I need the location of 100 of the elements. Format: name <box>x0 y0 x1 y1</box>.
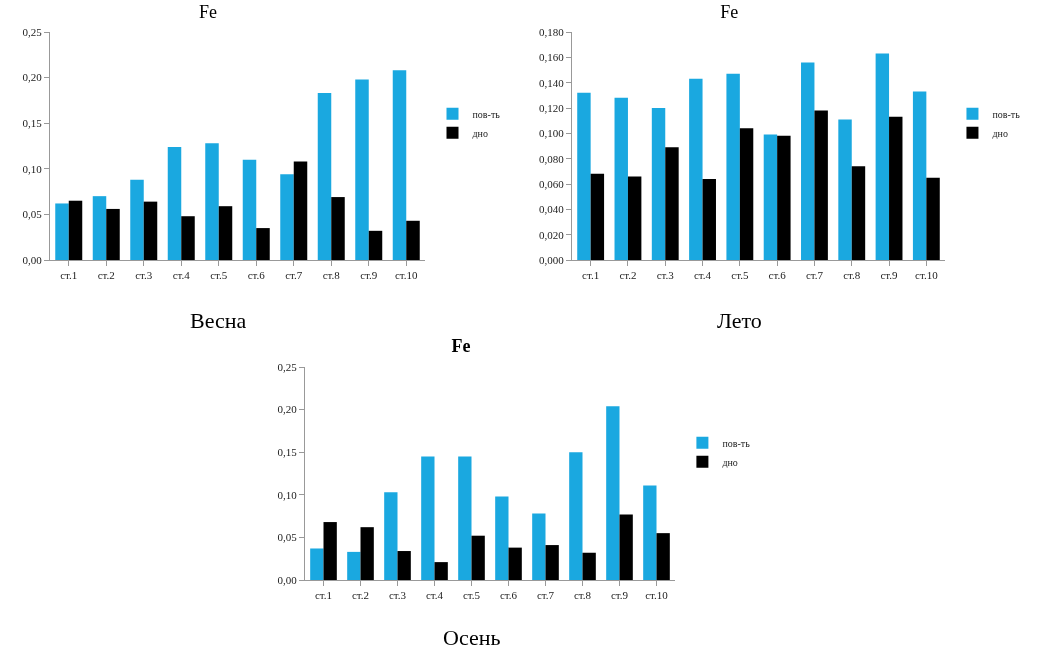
bar <box>851 166 866 260</box>
bar <box>368 230 383 260</box>
y-tick-label: 0,040 <box>539 203 565 216</box>
bar <box>726 73 740 260</box>
text: Осень <box>443 625 501 645</box>
bar <box>627 176 642 260</box>
bar <box>665 147 679 260</box>
chart-title: Fe <box>199 1 218 22</box>
x-tick-label: ст.8 <box>843 269 861 282</box>
bar <box>458 456 472 580</box>
text: Весна <box>190 308 247 333</box>
x-tick-label: ст.2 <box>619 269 637 282</box>
y-tick-label: 0,05 <box>277 531 298 544</box>
bar <box>926 177 940 260</box>
x-tick-label: ст.7 <box>805 269 824 282</box>
bar <box>55 203 69 260</box>
bar <box>68 200 83 260</box>
bar <box>532 513 546 580</box>
x-tick-label: ст.7 <box>536 589 555 602</box>
bar <box>614 97 628 260</box>
y-tick-label: 0,140 <box>539 76 565 89</box>
x-tick-label: ст.6 <box>499 589 518 602</box>
x-tick-label: ст.8 <box>322 269 341 282</box>
bar <box>702 178 716 260</box>
bar <box>495 496 509 580</box>
chart-title: Fe <box>451 336 471 357</box>
bar <box>777 135 791 260</box>
x-tick-label: ст.3 <box>388 589 407 602</box>
x-tick-label: ст.6 <box>768 269 787 282</box>
x-tick-label: ст.5 <box>731 269 749 282</box>
bar <box>323 522 337 580</box>
bar <box>310 548 324 580</box>
bar <box>590 173 605 260</box>
bar <box>508 547 522 580</box>
y-tick-label: 0,00 <box>277 573 298 586</box>
bar <box>242 159 257 260</box>
y-tick-label: 0,060 <box>539 177 565 190</box>
y-tick-label: 0,05 <box>22 208 43 221</box>
bar <box>656 533 670 580</box>
text: Лето <box>717 308 762 333</box>
bar <box>838 119 852 260</box>
bar <box>355 79 369 260</box>
bar <box>218 206 233 260</box>
x-tick-label: ст.6 <box>247 269 266 282</box>
bar <box>384 492 398 580</box>
bar <box>582 552 596 580</box>
y-tick-label: 0,00 <box>22 253 43 266</box>
x-tick-label: ст.1 <box>582 269 600 282</box>
bar <box>651 108 666 260</box>
bar <box>889 116 903 260</box>
x-tick-label: ст.2 <box>97 269 115 282</box>
bar <box>545 545 559 580</box>
bar <box>205 143 219 260</box>
bar <box>875 53 890 260</box>
legend-label: пов-ть <box>472 108 501 120</box>
bar <box>397 551 411 580</box>
x-tick-label: ст.8 <box>573 589 592 602</box>
bar <box>421 456 435 580</box>
x-tick-label: ст.10 <box>394 269 419 282</box>
bar <box>643 485 657 580</box>
bar <box>331 197 345 260</box>
bar <box>739 128 754 260</box>
x-tick-label: ст.1 <box>314 589 333 602</box>
x-tick-label: ст.7 <box>285 269 303 282</box>
bar <box>606 406 620 580</box>
bar <box>577 92 591 260</box>
x-tick-label: ст.2 <box>351 589 370 602</box>
bar <box>406 220 420 260</box>
bar <box>434 562 448 580</box>
bar <box>689 78 703 260</box>
x-tick-label: ст.9 <box>360 269 378 282</box>
chart-title: Fe <box>720 1 739 22</box>
legend-label: дно <box>722 456 738 468</box>
bar <box>569 452 583 580</box>
bar <box>360 527 374 580</box>
x-tick-label: ст.4 <box>425 589 444 602</box>
y-tick-label: 0,20 <box>22 71 43 84</box>
y-tick-label: 0,080 <box>539 152 565 165</box>
bar <box>130 179 144 260</box>
x-tick-label: ст.5 <box>462 589 481 602</box>
bar <box>347 551 361 580</box>
x-tick-label: ст.10 <box>645 589 669 602</box>
y-tick-label: 0,160 <box>539 51 565 64</box>
y-tick-label: 0,10 <box>22 162 43 175</box>
x-tick-label: ст.1 <box>60 269 78 282</box>
legend-label: дно <box>992 127 1008 139</box>
bar <box>181 216 195 260</box>
x-tick-label: ст.3 <box>656 269 675 282</box>
x-tick-label: ст.4 <box>172 269 191 282</box>
y-tick-label: 0,20 <box>277 403 298 416</box>
y-tick-label: 0,15 <box>22 117 43 130</box>
bar <box>280 174 294 260</box>
legend-label: пов-ть <box>992 108 1021 120</box>
x-tick-label: ст.3 <box>135 269 153 282</box>
bar <box>293 161 308 260</box>
bar <box>167 146 182 260</box>
y-tick-label: 0,15 <box>277 446 298 459</box>
y-tick-label: 0,180 <box>539 25 565 38</box>
x-tick-label: ст.9 <box>880 269 899 282</box>
bar <box>317 93 332 260</box>
